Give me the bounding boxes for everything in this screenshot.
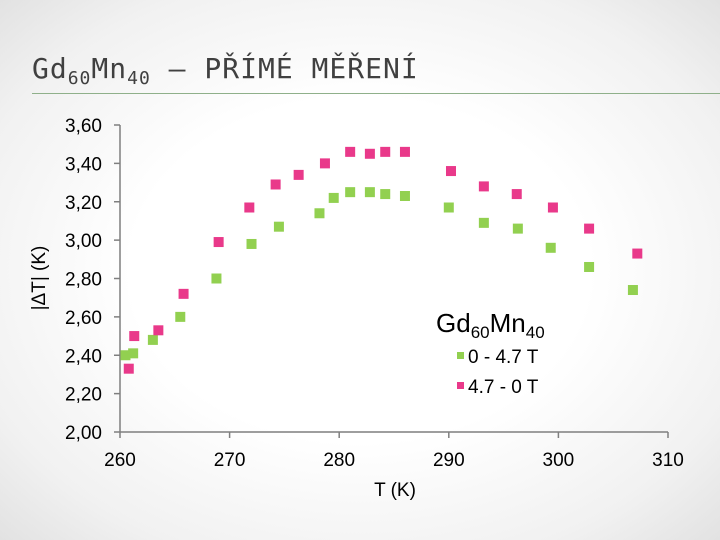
y-tick-label: 3,60 [65, 116, 102, 137]
data-point-series-1 [380, 189, 391, 200]
x-tick-label: 260 [104, 450, 136, 471]
y-tick-label: 2,00 [65, 423, 102, 444]
title-element-mn: Mn [91, 52, 128, 85]
data-point-series-2 [178, 288, 189, 299]
data-point-series-1 [584, 261, 595, 272]
x-tick-label: 270 [214, 450, 246, 471]
legend-marker-series-2 [457, 382, 464, 389]
title-underline [32, 93, 720, 94]
data-point-series-2 [129, 331, 140, 342]
legend-label-series-2: 4.7 - 0 T [468, 377, 539, 398]
data-points [120, 146, 643, 374]
data-point-series-2 [584, 223, 595, 234]
legend-title-gd: Gd [436, 308, 471, 338]
data-point-series-1 [627, 285, 638, 296]
y-tick-label: 2,20 [65, 385, 102, 406]
data-point-series-1 [147, 334, 158, 345]
data-point-series-1 [512, 223, 523, 234]
data-point-series-2 [632, 248, 643, 259]
slide-title: Gd60Mn40 – PŘÍMÉ MĚŘENÍ [32, 52, 419, 89]
data-point-series-2 [319, 158, 330, 169]
data-point-series-2 [478, 181, 489, 192]
data-point-series-1 [211, 273, 222, 284]
data-point-series-1 [175, 311, 186, 322]
data-point-series-1 [345, 187, 356, 198]
data-point-series-2 [399, 146, 410, 157]
data-point-series-2 [123, 363, 134, 374]
y-tick-label: 2,80 [65, 270, 102, 291]
y-tick-label: 3,40 [65, 154, 102, 175]
data-point-series-1 [120, 350, 131, 361]
data-point-series-1 [364, 187, 375, 198]
x-tick-label: 300 [543, 450, 575, 471]
y-axis-ticks: 2,00 2,20 2,40 2,60 2,80 3,00 3,20 3,40 3,60 [65, 116, 120, 444]
x-axis-title: T (K) [374, 480, 416, 501]
data-point-series-2 [244, 202, 255, 213]
x-tick-label: 290 [433, 450, 465, 471]
x-axis-ticks: 260 270 280 290 300 310 [104, 432, 684, 471]
y-tick-label: 2,40 [65, 346, 102, 367]
data-point-series-1 [443, 202, 454, 213]
data-point-series-1 [246, 238, 257, 249]
y-tick-label: 2,60 [65, 308, 102, 329]
title-element-gd: Gd [32, 52, 68, 85]
y-tick-label: 3,00 [65, 231, 102, 252]
legend-title: Gd60Mn40 [436, 308, 545, 342]
legend-title-sub-40: 40 [526, 323, 545, 342]
title-subscript-40: 40 [127, 68, 151, 89]
data-point-series-1 [314, 208, 325, 219]
legend-label-series-1: 0 - 4.7 T [468, 347, 539, 368]
data-point-series-2 [547, 202, 558, 213]
x-tick-label: 310 [652, 450, 684, 471]
chart-axes [119, 125, 668, 433]
data-point-series-2 [445, 166, 456, 177]
x-tick-label: 280 [323, 450, 355, 471]
legend-marker-series-1 [457, 352, 464, 359]
legend-title-sub-60: 60 [471, 323, 490, 342]
y-tick-label: 3,20 [65, 193, 102, 214]
data-point-series-2 [213, 237, 224, 248]
data-point-series-2 [153, 325, 164, 336]
title-tail: – PŘÍMÉ MĚŘENÍ [150, 52, 419, 85]
data-point-series-1 [128, 348, 139, 359]
legend: Gd60Mn40 0 - 4.7 T 4.7 - 0 T [436, 308, 545, 398]
title-subscript-60: 60 [67, 68, 92, 89]
data-point-series-1 [273, 221, 284, 232]
legend-title-mn: Mn [490, 308, 526, 338]
data-point-series-1 [399, 190, 410, 201]
y-axis-title: |ΔT| (K) [29, 246, 50, 311]
data-point-series-2 [511, 189, 522, 200]
data-point-series-1 [545, 242, 556, 253]
data-point-series-2 [380, 146, 391, 157]
data-point-series-2 [345, 146, 356, 157]
data-point-series-1 [328, 192, 339, 203]
data-point-series-2 [270, 179, 281, 190]
data-point-series-2 [293, 169, 304, 180]
data-point-series-2 [364, 148, 375, 159]
data-point-series-1 [478, 217, 489, 228]
